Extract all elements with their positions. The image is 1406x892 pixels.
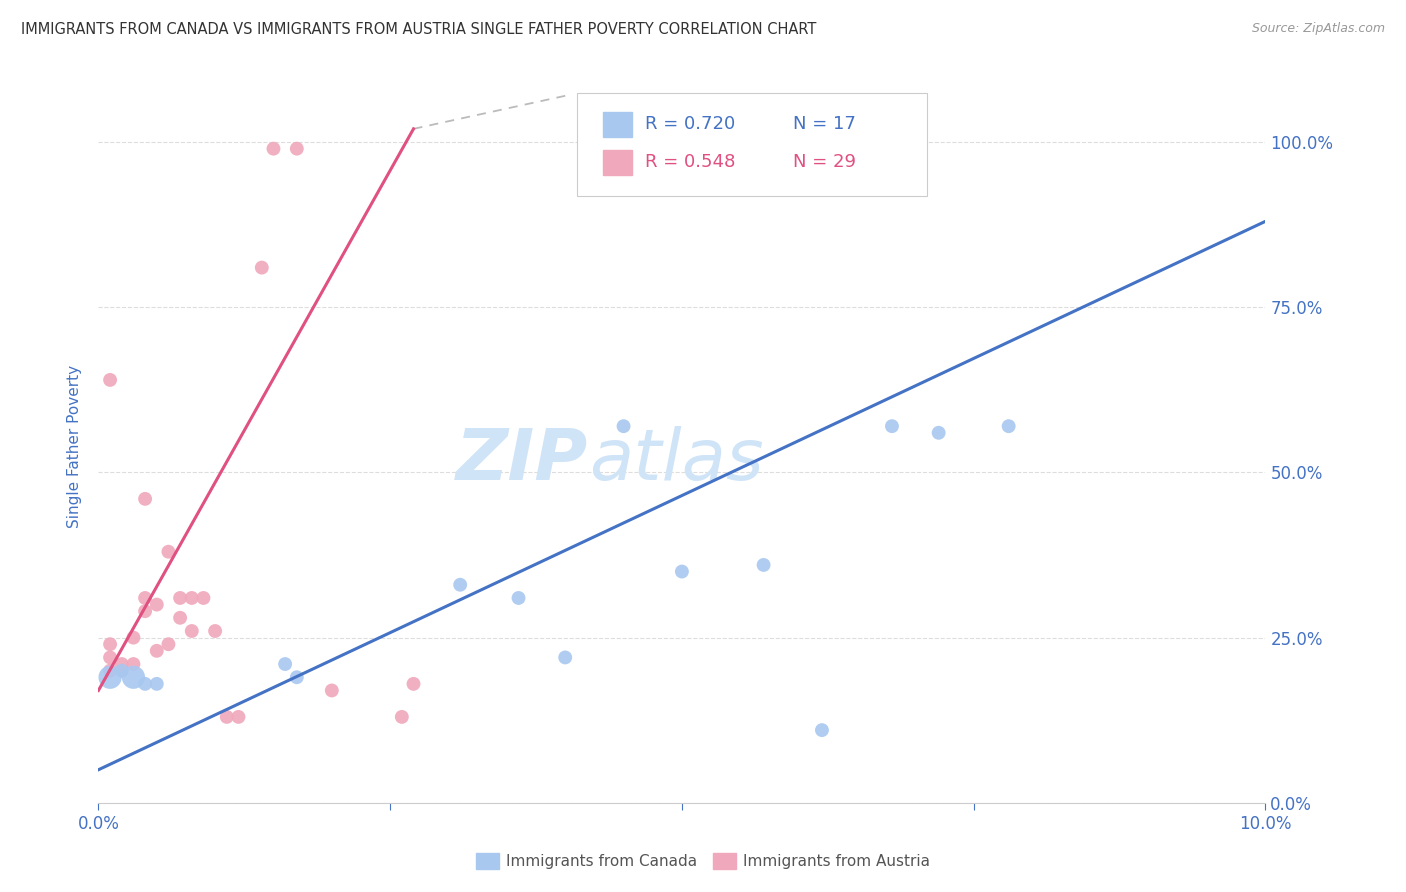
Point	[274, 657, 297, 671]
Text: ZIP: ZIP	[457, 425, 589, 495]
Text: N = 29: N = 29	[793, 153, 856, 171]
Point	[391, 710, 413, 724]
Point	[98, 373, 121, 387]
Point	[134, 491, 156, 506]
FancyBboxPatch shape	[603, 112, 631, 137]
Point	[111, 664, 134, 678]
Point	[250, 260, 273, 275]
Point	[321, 683, 343, 698]
Point	[157, 545, 180, 559]
Point	[111, 664, 134, 678]
Point	[134, 677, 156, 691]
Y-axis label: Single Father Poverty: Single Father Poverty	[67, 365, 83, 527]
Text: IMMIGRANTS FROM CANADA VS IMMIGRANTS FROM AUSTRIA SINGLE FATHER POVERTY CORRELAT: IMMIGRANTS FROM CANADA VS IMMIGRANTS FRO…	[21, 22, 817, 37]
Point	[215, 710, 238, 724]
Point	[554, 650, 576, 665]
Point	[285, 670, 308, 684]
FancyBboxPatch shape	[576, 93, 927, 196]
Text: atlas: atlas	[589, 425, 763, 495]
FancyBboxPatch shape	[603, 150, 631, 175]
Point	[134, 591, 156, 605]
Point	[146, 677, 169, 691]
Point	[204, 624, 226, 638]
Point	[134, 604, 156, 618]
Point	[193, 591, 215, 605]
Point	[449, 578, 471, 592]
Point	[508, 591, 530, 605]
Point	[285, 142, 308, 156]
Point	[146, 598, 169, 612]
Point	[402, 677, 425, 691]
Point	[997, 419, 1019, 434]
Point	[111, 657, 134, 671]
Point	[146, 644, 169, 658]
Point	[752, 558, 775, 572]
Point	[122, 657, 145, 671]
Point	[157, 637, 180, 651]
Point	[928, 425, 950, 440]
Point	[612, 419, 634, 434]
Point	[98, 670, 121, 684]
Point	[671, 565, 693, 579]
Legend: Immigrants from Canada, Immigrants from Austria: Immigrants from Canada, Immigrants from …	[470, 847, 936, 875]
Point	[98, 650, 121, 665]
Text: R = 0.720: R = 0.720	[644, 115, 735, 133]
Point	[122, 670, 145, 684]
Text: R = 0.548: R = 0.548	[644, 153, 735, 171]
Point	[169, 591, 191, 605]
Point	[811, 723, 834, 738]
Point	[98, 664, 121, 678]
Text: Source: ZipAtlas.com: Source: ZipAtlas.com	[1251, 22, 1385, 36]
Point	[228, 710, 250, 724]
Point	[98, 637, 121, 651]
Point	[262, 142, 284, 156]
Point	[180, 624, 202, 638]
Point	[169, 611, 191, 625]
Point	[180, 591, 202, 605]
Text: N = 17: N = 17	[793, 115, 856, 133]
Point	[122, 631, 145, 645]
Point	[880, 419, 903, 434]
